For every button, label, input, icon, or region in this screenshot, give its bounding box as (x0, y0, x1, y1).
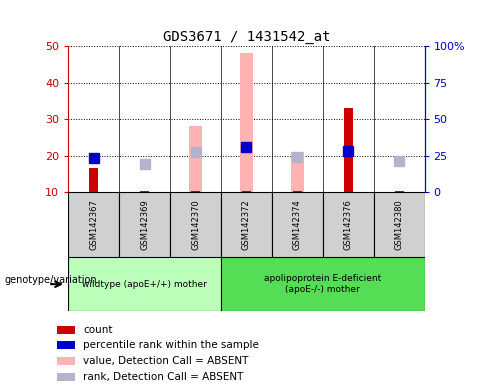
Bar (291, 152, 304, 192)
Text: GSM142372: GSM142372 (242, 199, 251, 250)
Text: GSM142367: GSM142367 (89, 199, 98, 250)
Bar (293, 191, 302, 192)
Text: GSM142370: GSM142370 (191, 199, 200, 250)
Text: GSM142380: GSM142380 (395, 199, 404, 250)
Bar (240, 53, 253, 192)
Bar (58, 341, 75, 349)
Text: rank, Detection Call = ABSENT: rank, Detection Call = ABSENT (83, 372, 244, 382)
Bar (68, 192, 119, 257)
Bar (89, 168, 99, 192)
Bar (140, 191, 149, 192)
Bar (170, 192, 221, 257)
Bar (394, 191, 404, 192)
Bar (189, 126, 202, 192)
Bar (58, 373, 75, 381)
Bar (242, 191, 251, 192)
Bar (191, 191, 200, 192)
Text: count: count (83, 325, 113, 335)
Bar (58, 326, 75, 334)
Bar (119, 192, 170, 257)
Bar (58, 357, 75, 365)
Text: wildtype (apoE+/+) mother: wildtype (apoE+/+) mother (82, 280, 207, 289)
Text: GSM142376: GSM142376 (344, 199, 353, 250)
Bar (272, 192, 323, 257)
Bar (323, 192, 374, 257)
Bar (344, 108, 353, 192)
Text: value, Detection Call = ABSENT: value, Detection Call = ABSENT (83, 356, 248, 366)
Bar (221, 192, 272, 257)
Bar (221, 257, 425, 311)
Text: GSM142369: GSM142369 (140, 199, 149, 250)
Text: GSM142374: GSM142374 (293, 199, 302, 250)
Text: percentile rank within the sample: percentile rank within the sample (83, 340, 259, 350)
Text: genotype/variation: genotype/variation (5, 275, 98, 285)
Bar (68, 257, 221, 311)
Text: apolipoprotein E-deficient
(apoE-/-) mother: apolipoprotein E-deficient (apoE-/-) mot… (264, 275, 382, 294)
Bar (374, 192, 425, 257)
Title: GDS3671 / 1431542_at: GDS3671 / 1431542_at (163, 30, 330, 44)
